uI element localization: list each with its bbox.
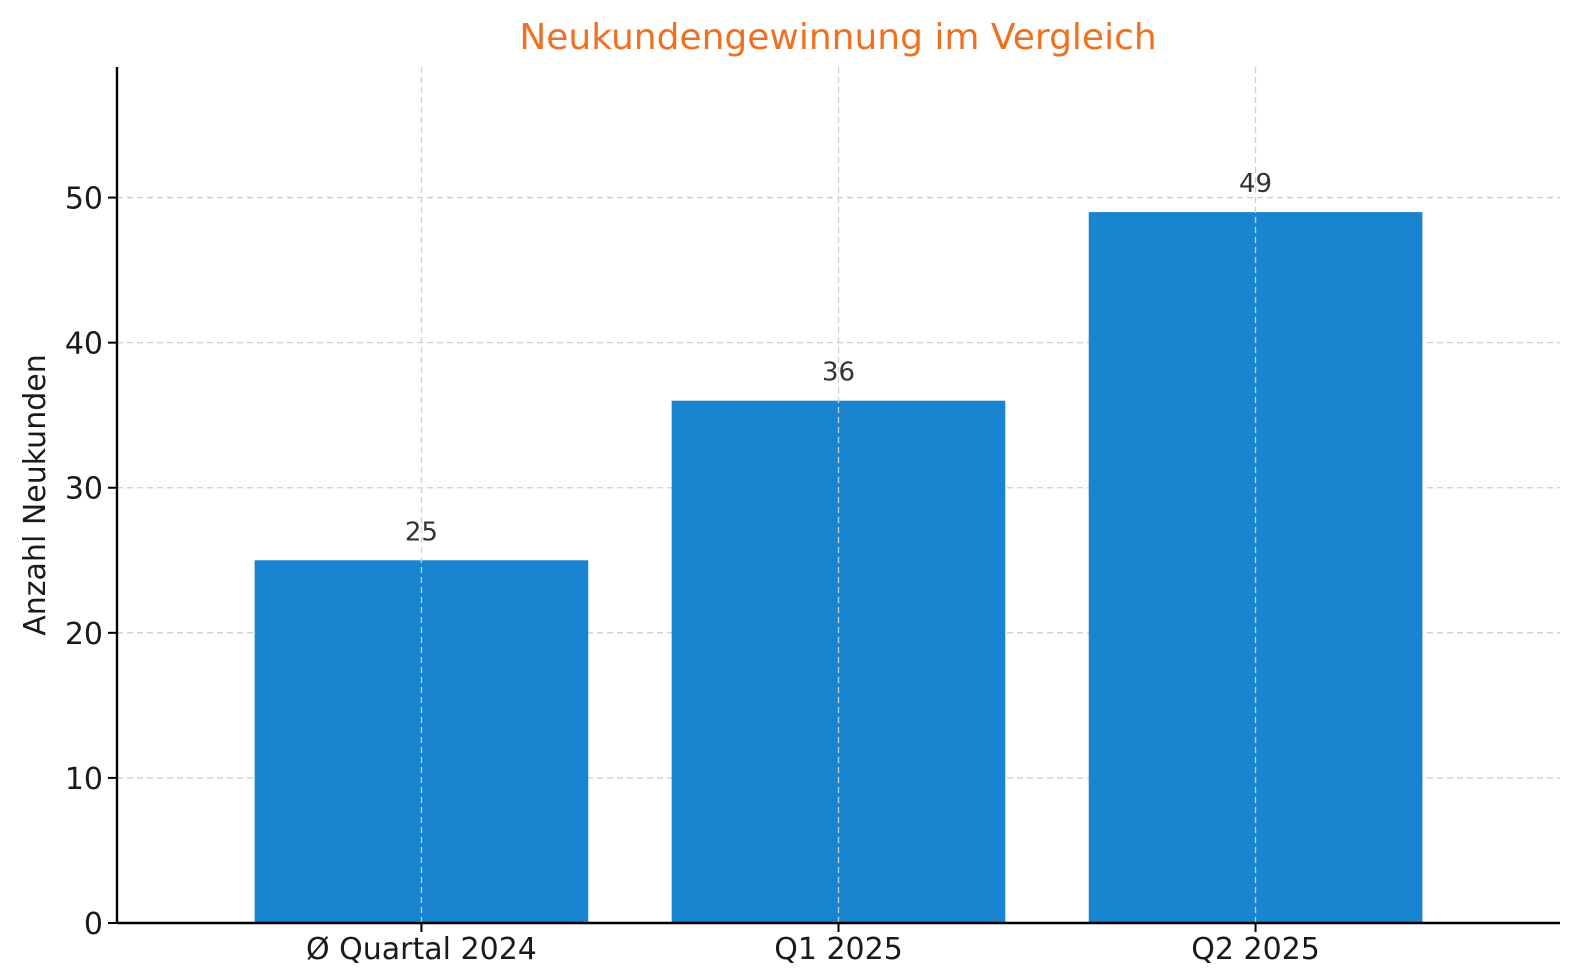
y-tick-label: 40 <box>65 327 103 362</box>
bar-value-label: 25 <box>405 517 438 547</box>
tick-labels-layer: 0 10 20 30 40 50 Ø Quartal 2024 Q1 2025 Q2 2025 <box>65 182 1320 967</box>
y-tick-label: 0 <box>84 907 103 942</box>
y-axis-label: Anzahl Neukunden <box>18 354 53 635</box>
bar-value-label: 36 <box>822 358 855 388</box>
chart-title: Neukundengewinnung im Vergleich <box>519 17 1156 58</box>
y-tick-label: 20 <box>65 617 103 652</box>
y-tick-label: 10 <box>65 762 103 797</box>
y-tick-label: 30 <box>65 472 103 507</box>
vertical-grid-layer <box>420 67 1257 923</box>
axes <box>108 67 1560 932</box>
data-labels-layer: 25 36 49 <box>405 169 1272 547</box>
y-tick-label: 50 <box>65 182 103 217</box>
x-tick-label: Ø Quartal 2024 <box>306 932 537 967</box>
bar-value-label: 49 <box>1239 169 1272 199</box>
x-tick-label: Q1 2025 <box>774 932 903 967</box>
x-tick-label: Q2 2025 <box>1191 932 1320 967</box>
